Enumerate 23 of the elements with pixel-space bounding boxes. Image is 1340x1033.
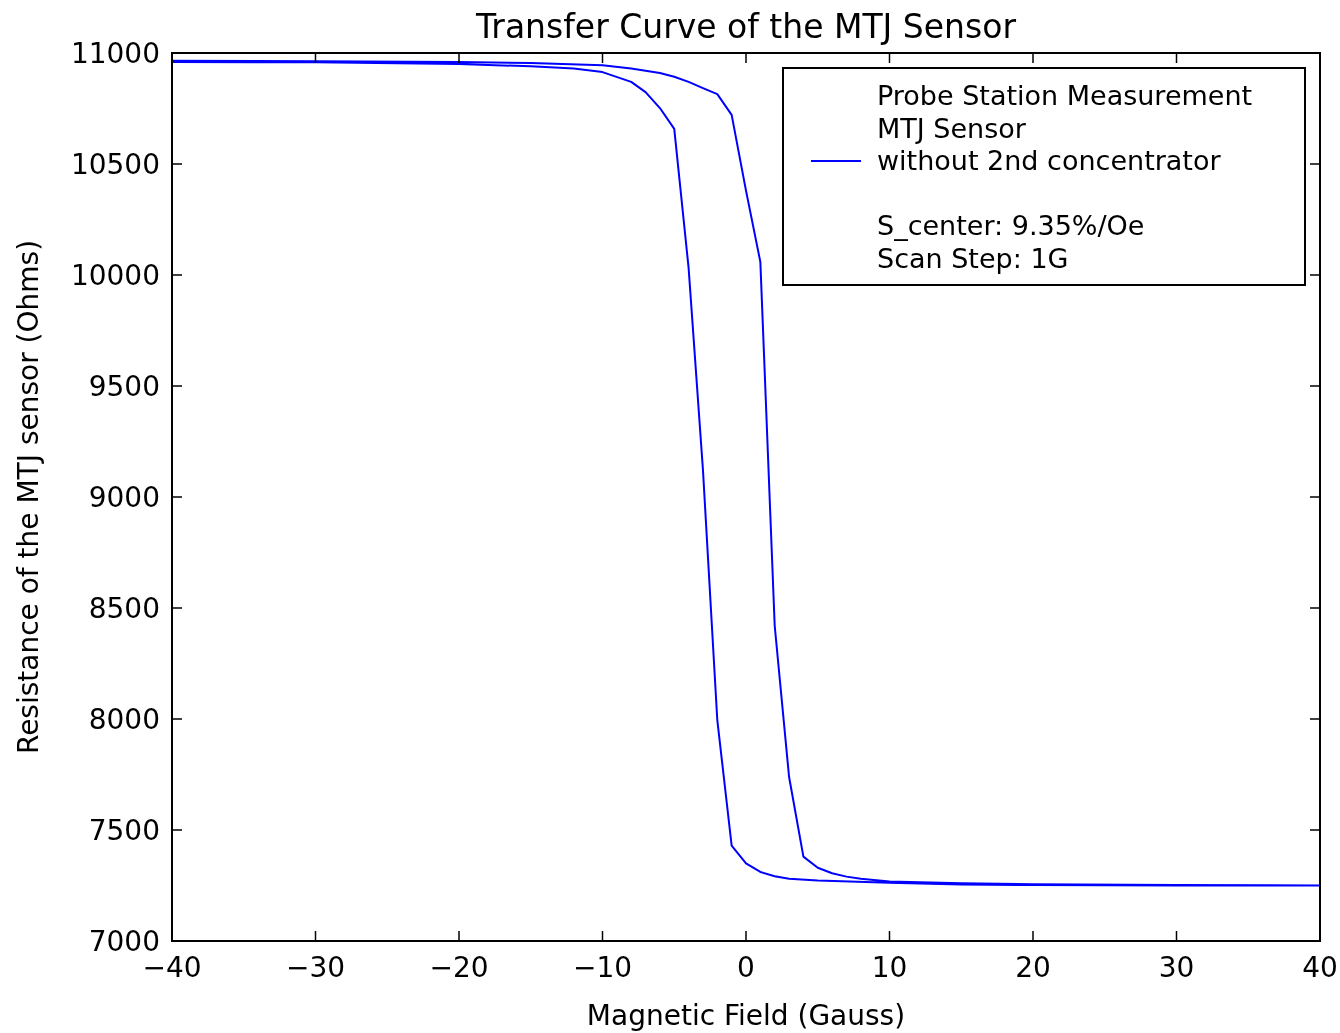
y-tick-label: 11000	[70, 37, 160, 70]
x-axis-title: Magnetic Field (Gauss)	[586, 999, 906, 1032]
y-tick-label: 7500	[88, 814, 160, 847]
x-tick-label: −20	[429, 951, 489, 984]
x-tick-label: 20	[1015, 951, 1051, 984]
y-tick-label: 10000	[70, 259, 160, 292]
x-tick-label: −30	[285, 951, 346, 984]
y-tick-label: 8500	[88, 592, 160, 625]
y-tick-label: 10500	[70, 148, 160, 181]
annotation: S_center: 9.35%/Oe	[877, 210, 1145, 241]
y-tick-label: 9500	[88, 370, 160, 403]
x-tick-label: −10	[572, 951, 633, 984]
x-tick-label: 10	[871, 951, 908, 984]
x-tick-label: 0	[737, 951, 755, 984]
y-tick-label: 8000	[88, 703, 160, 736]
text: Probe Station Measurement MTJ Sensor without 2nd concentrator	[877, 80, 1261, 176]
annotation: Scan Step: 1G	[877, 242, 1069, 274]
chart-title: Transfer Curve of the MTJ Sensor	[475, 7, 1017, 46]
line-series	[171, 59, 1321, 887]
y-tick-label: 9000	[88, 481, 160, 514]
y-axis-title: Resistance of the MTJ sensor (Ohms)	[12, 239, 45, 755]
x-tick-label: 40	[1302, 951, 1338, 984]
x-tick-label: 30	[1158, 951, 1195, 984]
